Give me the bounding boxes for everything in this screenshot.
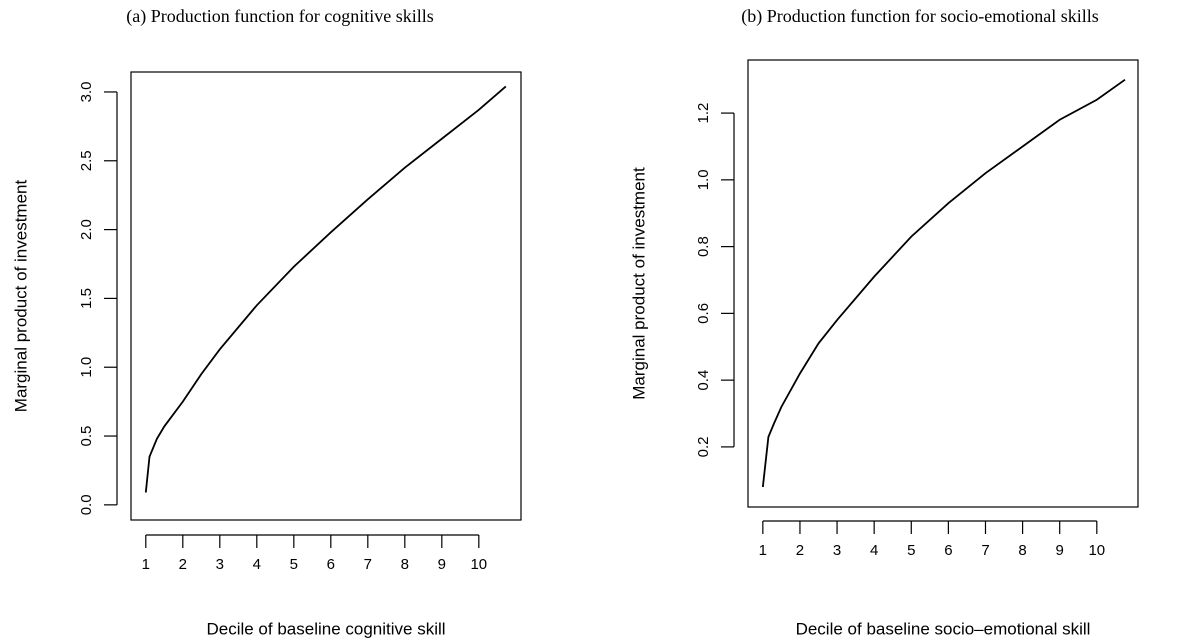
y-tick-label: 3.0	[78, 82, 95, 103]
x-tick-label: 3	[833, 542, 841, 559]
y-tick-label: 0.4	[695, 370, 712, 391]
chart-title: (b) Production function for socio-emotio…	[741, 6, 1098, 27]
x-tick-label: 10	[1088, 542, 1105, 559]
x-tick-label: 5	[290, 556, 298, 573]
curve	[761, 78, 1126, 488]
y-tick-label: 0.6	[695, 303, 712, 324]
y-tick-label: 1.0	[695, 169, 712, 190]
x-axis-label: Decile of baseline socio–emotional skill	[796, 619, 1091, 638]
x-tick-label: 4	[870, 542, 878, 559]
x-tick-label: 1	[759, 542, 767, 559]
plot-frame	[747, 59, 1139, 508]
chart-title: (a) Production function for cognitive sk…	[126, 6, 433, 27]
plot-frame	[130, 71, 522, 521]
curve	[144, 85, 507, 493]
x-tick-label: 9	[1056, 542, 1064, 559]
x-tick-label: 8	[1018, 542, 1026, 559]
y-axis-label: Marginal product of investment	[11, 180, 30, 413]
y-tick-label: 0.0	[78, 494, 95, 515]
x-tick-label: 3	[216, 556, 224, 573]
x-tick-label: 1	[142, 556, 150, 573]
x-tick-label: 7	[981, 542, 989, 559]
x-tick-label: 4	[253, 556, 261, 573]
y-tick-label: 1.2	[695, 103, 712, 124]
x-tick-label: 9	[438, 556, 446, 573]
x-tick-label: 2	[796, 542, 804, 559]
x-tick-label: 7	[364, 556, 372, 573]
x-tick-label: 8	[401, 556, 409, 573]
x-tick-label: 10	[470, 556, 487, 573]
x-axis-label: Decile of baseline cognitive skill	[206, 619, 445, 638]
y-tick-label: 2.5	[78, 150, 95, 171]
y-tick-label: 0.5	[78, 426, 95, 447]
y-tick-label: 0.8	[695, 236, 712, 257]
x-tick-label: 6	[327, 556, 335, 573]
x-tick-label: 5	[907, 542, 915, 559]
y-tick-label: 0.2	[695, 436, 712, 457]
y-tick-label: 1.5	[78, 288, 95, 309]
y-axis-label: Marginal product of investment	[629, 167, 648, 400]
y-tick-label: 1.0	[78, 357, 95, 378]
x-tick-label: 6	[944, 542, 952, 559]
y-tick-label: 2.0	[78, 219, 95, 240]
x-tick-label: 2	[179, 556, 187, 573]
